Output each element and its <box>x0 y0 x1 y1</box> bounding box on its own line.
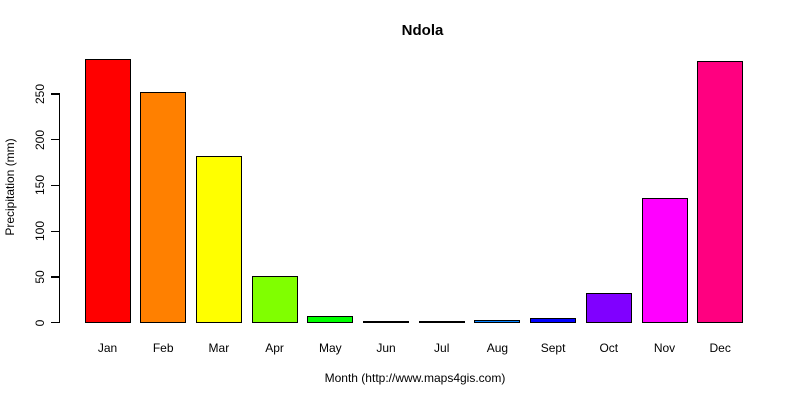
y-axis-tick-label: 50 <box>33 270 47 284</box>
x-axis-tick-label-mar: Mar <box>208 341 230 355</box>
x-axis-tick-label-may: May <box>318 341 342 355</box>
x-axis-tick-label-dec: Dec <box>709 341 731 355</box>
y-axis-tick-label: 100 <box>33 221 47 242</box>
x-axis-tick-label-aug: Aug <box>486 341 509 355</box>
bar-jul <box>418 320 465 324</box>
bar-sept <box>530 317 577 324</box>
y-axis-tick-label: 150 <box>33 175 47 196</box>
x-axis-tick-label-oct: Oct <box>599 341 619 355</box>
y-axis-tick-label: 250 <box>33 83 47 105</box>
x-axis-tick-label-jun: Jun <box>376 341 396 355</box>
bar-nov <box>641 198 688 324</box>
bar-apr <box>251 275 298 324</box>
chart-title: Ndola <box>401 22 444 39</box>
x-axis-tick-label-jul: Jul <box>434 341 450 355</box>
bar-may <box>307 316 354 324</box>
y-axis-tick <box>51 230 59 232</box>
x-axis-tick-label-sept: Sept <box>540 341 566 355</box>
x-axis-tick-label-apr: Apr <box>265 341 284 355</box>
y-axis-line <box>58 93 61 323</box>
x-axis-tick-label-feb: Feb <box>152 341 174 355</box>
y-axis-tick <box>51 276 59 278</box>
y-axis-tick-label: 200 <box>33 129 47 150</box>
y-axis-title: Precipitation (mm) <box>3 138 17 236</box>
bar-jan <box>84 58 131 324</box>
bar-oct <box>585 293 632 324</box>
y-axis-tick-label: 0 <box>33 319 47 327</box>
x-axis-tick-label-jan: Jan <box>97 341 118 355</box>
bar-mar <box>195 155 242 324</box>
x-axis-title: Month (http://www.maps4gis.com) <box>324 371 506 385</box>
bar-aug <box>474 319 521 324</box>
bar-dec <box>697 60 744 324</box>
y-axis-tick <box>51 93 59 95</box>
bar-jun <box>363 320 409 324</box>
y-axis-tick <box>51 139 59 141</box>
x-axis-tick-label-nov: Nov <box>653 341 676 355</box>
y-axis-tick <box>51 322 59 324</box>
bar-feb <box>140 91 187 324</box>
y-axis-tick <box>51 184 59 187</box>
